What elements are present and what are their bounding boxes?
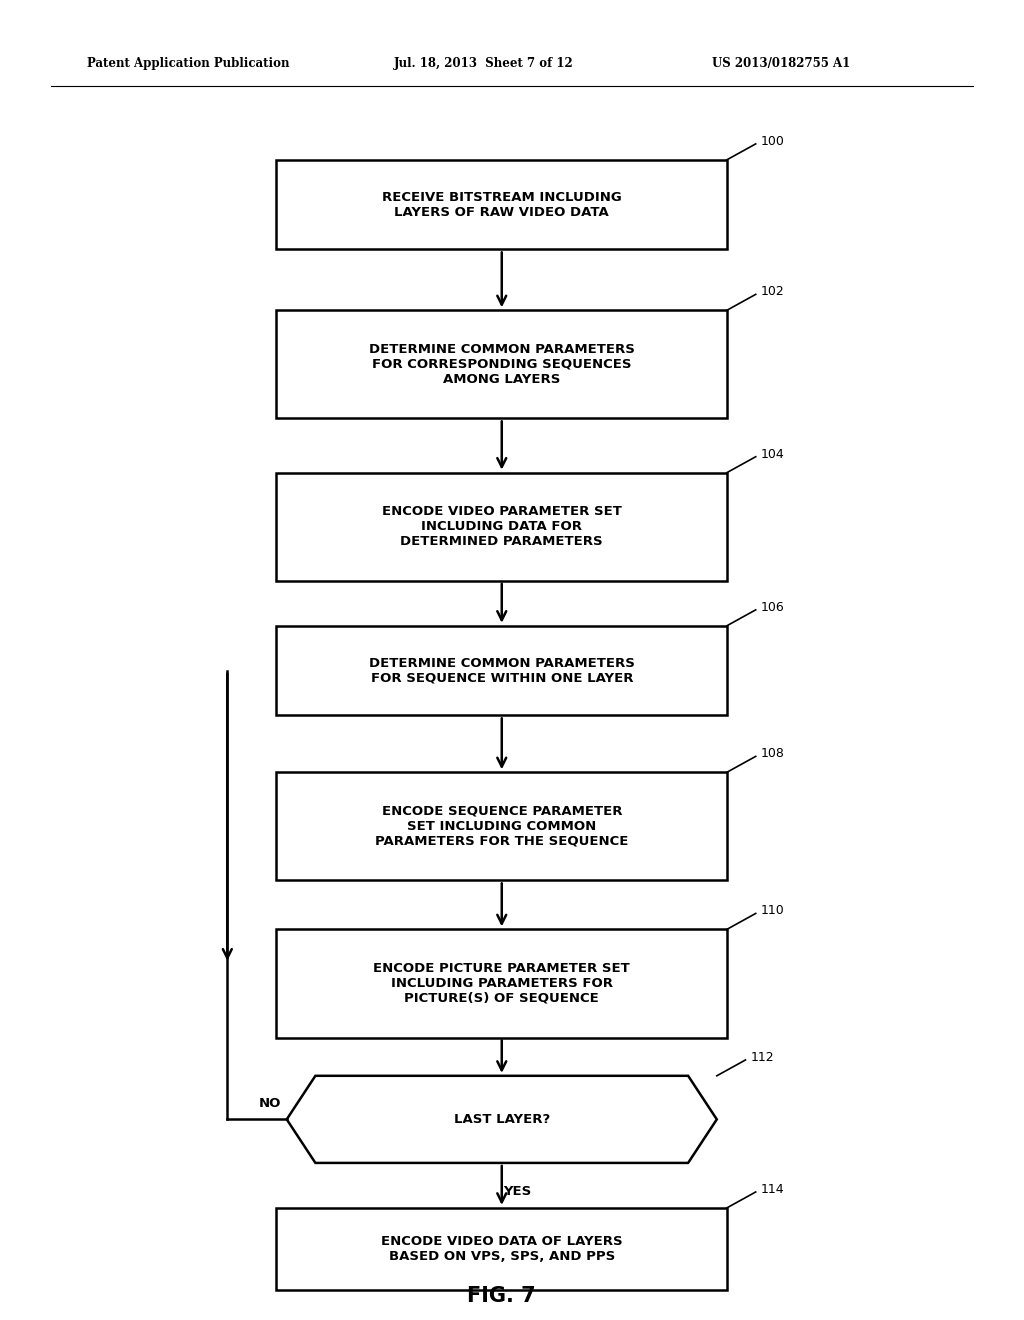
Text: FIG. 7: FIG. 7 (467, 1286, 537, 1307)
Text: Patent Application Publication: Patent Application Publication (87, 57, 290, 70)
Text: ENCODE SEQUENCE PARAMETER
SET INCLUDING COMMON
PARAMETERS FOR THE SEQUENCE: ENCODE SEQUENCE PARAMETER SET INCLUDING … (375, 805, 629, 847)
Text: 102: 102 (761, 285, 784, 298)
FancyBboxPatch shape (276, 310, 727, 418)
FancyBboxPatch shape (276, 626, 727, 715)
Text: 108: 108 (761, 747, 784, 760)
Text: US 2013/0182755 A1: US 2013/0182755 A1 (712, 57, 850, 70)
Text: Jul. 18, 2013  Sheet 7 of 12: Jul. 18, 2013 Sheet 7 of 12 (394, 57, 574, 70)
FancyBboxPatch shape (276, 1208, 727, 1290)
Text: 100: 100 (761, 135, 784, 148)
FancyBboxPatch shape (276, 473, 727, 581)
Text: ENCODE VIDEO DATA OF LAYERS
BASED ON VPS, SPS, AND PPS: ENCODE VIDEO DATA OF LAYERS BASED ON VPS… (381, 1234, 623, 1263)
Text: YES: YES (503, 1185, 531, 1199)
FancyBboxPatch shape (276, 772, 727, 880)
Text: ENCODE PICTURE PARAMETER SET
INCLUDING PARAMETERS FOR
PICTURE(S) OF SEQUENCE: ENCODE PICTURE PARAMETER SET INCLUDING P… (374, 962, 630, 1005)
Text: 112: 112 (751, 1051, 774, 1064)
Text: DETERMINE COMMON PARAMETERS
FOR CORRESPONDING SEQUENCES
AMONG LAYERS: DETERMINE COMMON PARAMETERS FOR CORRESPO… (369, 343, 635, 385)
FancyBboxPatch shape (276, 929, 727, 1038)
Text: DETERMINE COMMON PARAMETERS
FOR SEQUENCE WITHIN ONE LAYER: DETERMINE COMMON PARAMETERS FOR SEQUENCE… (369, 656, 635, 685)
Text: 106: 106 (761, 601, 784, 614)
Text: 110: 110 (761, 904, 784, 917)
Text: 114: 114 (761, 1183, 784, 1196)
Text: NO: NO (259, 1097, 282, 1110)
Text: ENCODE VIDEO PARAMETER SET
INCLUDING DATA FOR
DETERMINED PARAMETERS: ENCODE VIDEO PARAMETER SET INCLUDING DAT… (382, 506, 622, 548)
Text: RECEIVE BITSTREAM INCLUDING
LAYERS OF RAW VIDEO DATA: RECEIVE BITSTREAM INCLUDING LAYERS OF RA… (382, 190, 622, 219)
FancyBboxPatch shape (276, 160, 727, 249)
Text: LAST LAYER?: LAST LAYER? (454, 1113, 550, 1126)
Polygon shape (287, 1076, 717, 1163)
Text: 104: 104 (761, 447, 784, 461)
